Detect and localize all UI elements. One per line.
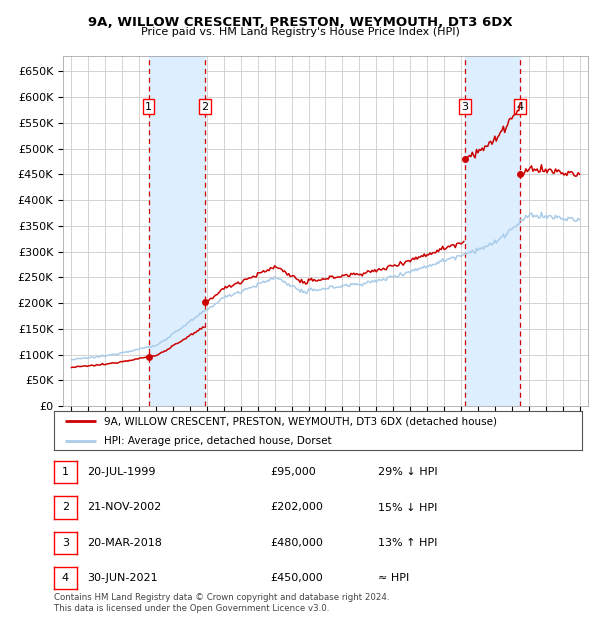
Text: 1: 1	[62, 467, 69, 477]
Bar	[465, 56, 520, 406]
Text: £480,000: £480,000	[270, 538, 323, 548]
Text: 9A, WILLOW CRESCENT, PRESTON, WEYMOUTH, DT3 6DX: 9A, WILLOW CRESCENT, PRESTON, WEYMOUTH, …	[88, 16, 512, 29]
Text: 2: 2	[62, 502, 69, 513]
Text: 4: 4	[517, 102, 524, 112]
Text: HPI: Average price, detached house, Dorset: HPI: Average price, detached house, Dors…	[104, 436, 332, 446]
Text: 3: 3	[62, 538, 69, 548]
Text: ≈ HPI: ≈ HPI	[378, 573, 409, 583]
Text: 13% ↑ HPI: 13% ↑ HPI	[378, 538, 437, 548]
Text: 9A, WILLOW CRESCENT, PRESTON, WEYMOUTH, DT3 6DX (detached house): 9A, WILLOW CRESCENT, PRESTON, WEYMOUTH, …	[104, 417, 497, 427]
Text: 2: 2	[202, 102, 209, 112]
Text: 30-JUN-2021: 30-JUN-2021	[87, 573, 158, 583]
Text: 21-NOV-2002: 21-NOV-2002	[87, 502, 161, 513]
Text: Contains HM Land Registry data © Crown copyright and database right 2024.
This d: Contains HM Land Registry data © Crown c…	[54, 593, 389, 613]
Text: 1: 1	[145, 102, 152, 112]
Text: 15% ↓ HPI: 15% ↓ HPI	[378, 502, 437, 513]
Text: 4: 4	[62, 573, 69, 583]
Text: 20-MAR-2018: 20-MAR-2018	[87, 538, 162, 548]
Text: Price paid vs. HM Land Registry's House Price Index (HPI): Price paid vs. HM Land Registry's House …	[140, 27, 460, 37]
Text: 3: 3	[461, 102, 468, 112]
Bar	[149, 56, 205, 406]
Text: £95,000: £95,000	[270, 467, 316, 477]
Text: £450,000: £450,000	[270, 573, 323, 583]
Text: £202,000: £202,000	[270, 502, 323, 513]
Text: 29% ↓ HPI: 29% ↓ HPI	[378, 467, 437, 477]
Text: 20-JUL-1999: 20-JUL-1999	[87, 467, 155, 477]
